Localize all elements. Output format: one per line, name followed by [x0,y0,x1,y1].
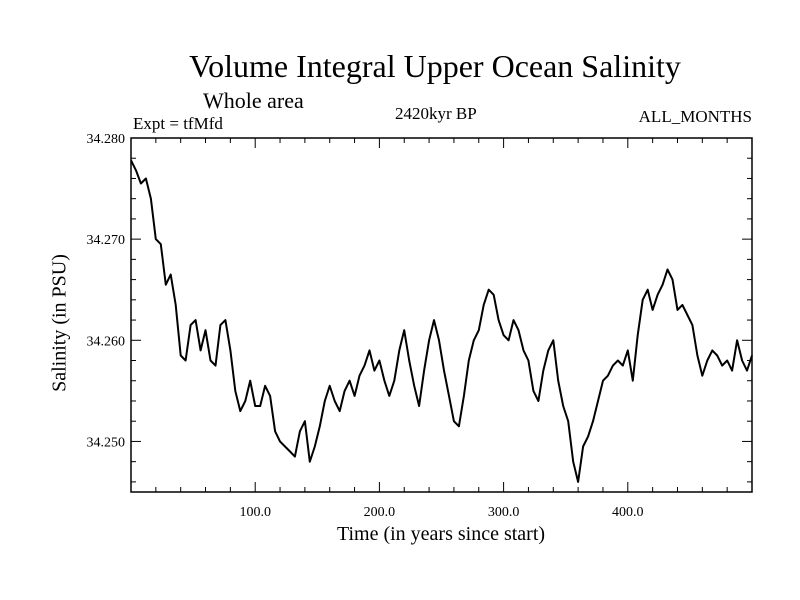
y-tick-label: 34.260 [87,334,126,349]
period-label: 2420kyr BP [395,104,477,123]
y-tick-label: 34.270 [87,233,126,248]
x-tick-label: 200.0 [364,505,396,520]
plot-frame [130,137,753,493]
chart-title: Volume Integral Upper Ocean Salinity [189,48,681,84]
x-tick-label: 300.0 [488,505,520,520]
experiment-label: Expt = tfMfd [133,114,223,133]
x-tick-label: 100.0 [239,505,271,520]
axis-ticks [131,137,752,492]
y-tick-label: 34.250 [87,435,126,450]
chart-subtitle: Whole area [203,88,304,113]
salinity-series-line [130,159,753,483]
months-label: ALL_MONTHS [638,107,752,126]
axis-tick-labels: 100.0 200.0 300.0 400.0 34.250 34.260 34.270 34… [87,132,644,520]
x-axis-label: Time (in years since start) [336,523,546,545]
x-tick-label: 400.0 [612,505,644,520]
y-tick-label: 34.280 [87,132,126,147]
